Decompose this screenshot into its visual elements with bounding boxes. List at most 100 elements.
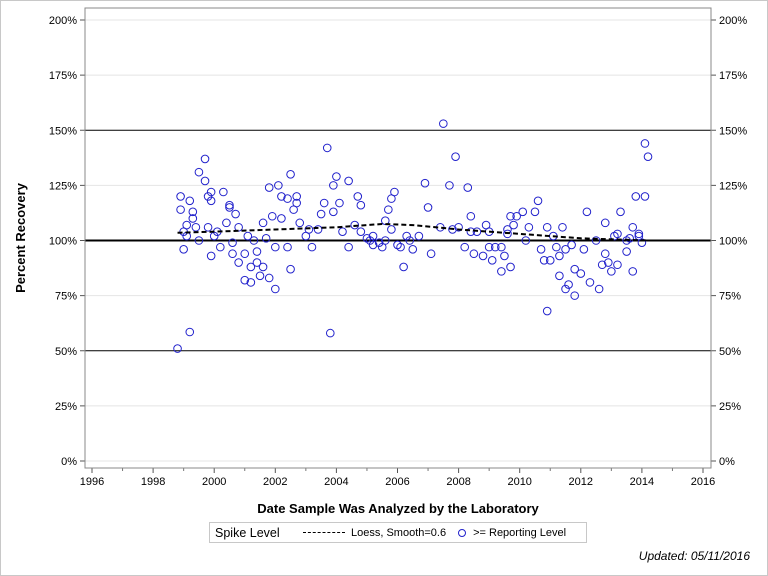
y-tick-label: 50% [55,346,77,358]
data-point [255,271,265,281]
data-point [524,222,534,232]
data-point [472,227,482,236]
data-point [316,209,326,219]
data-point [466,227,476,236]
data-point [545,256,555,265]
data-point [332,172,341,181]
data-point [176,205,185,214]
data-point [304,225,314,234]
data-point [274,181,283,190]
x-tick-label: 2014 [630,476,654,488]
data-point [277,192,286,201]
data-point [521,236,531,245]
y-tick-label-right: 75% [719,291,741,303]
y-tick-label-right: 0% [719,456,735,468]
data-point [384,205,393,214]
legend: Spike Level Loess, Smooth=0.6 >= Reporti… [209,522,587,543]
data-point [234,222,243,232]
data-point [533,196,543,206]
data-point [591,236,601,245]
data-point [368,231,378,241]
data-point [503,229,512,239]
data-point [188,207,198,217]
data-point [399,262,408,272]
data-point [625,233,634,243]
data-point [335,198,344,208]
data-point [234,258,243,267]
data-point [356,200,366,210]
data-point [478,251,488,261]
data-point [640,139,650,148]
data-point [451,152,460,162]
data-point [634,229,644,239]
data-point [264,273,274,283]
data-point [203,192,213,201]
data-point [426,249,436,259]
y-tick-label: 125% [49,180,77,192]
data-point [542,306,552,316]
data-point [380,236,390,245]
data-point [203,222,213,232]
data-point [597,260,607,270]
data-point [228,249,237,259]
data-point [325,328,335,338]
data-point [286,264,295,274]
data-point [344,242,353,252]
data-point [283,194,292,203]
y-tick-label-right: 125% [719,180,747,192]
data-point [267,211,277,221]
data-point [405,236,415,245]
data-point [579,245,589,254]
x-tick-label: 2006 [385,476,409,488]
x-tick-label: 2016 [691,476,715,488]
legend-title: Spike Level [215,525,280,540]
data-point [603,258,613,267]
data-point [185,327,195,337]
data-point [179,245,188,254]
data-point [509,220,518,230]
data-point [313,225,323,234]
data-point [344,176,353,186]
data-point [271,242,280,252]
data-point [539,256,549,265]
data-point [258,262,268,272]
data-point [243,231,253,241]
data-point [448,225,457,234]
x-tick-label: 2004 [324,476,348,488]
data-point [365,236,375,245]
y-tick-label-right: 100% [719,236,747,248]
data-point [613,229,622,239]
data-point [240,249,250,259]
data-point [439,119,448,128]
data-point [466,211,476,221]
data-point [191,222,201,232]
legend-loess-label: Loess, Smooth=0.6 [351,526,447,539]
data-point [206,187,216,197]
data-point [542,222,552,232]
data-point [206,251,216,261]
data-point [454,222,463,232]
data-point [536,245,546,254]
data-point [286,170,295,179]
x-tick-label: 2008 [446,476,470,488]
data-point [600,249,610,259]
y-tick-label: 175% [49,70,77,82]
data-point [295,218,305,228]
data-point [558,222,567,232]
data-point [387,225,396,234]
data-point [322,143,332,153]
data-point [258,218,268,228]
data-point [194,167,204,177]
data-point [350,220,360,230]
data-point [277,214,286,223]
data-point [200,154,210,164]
x-tick-label: 2010 [507,476,531,488]
data-point [292,198,301,208]
x-tick-label: 2002 [263,476,287,488]
data-point [173,344,182,353]
data-point [423,203,433,212]
data-point [637,238,647,248]
y-tick-label-right: 150% [719,125,747,137]
data-point [402,231,411,241]
